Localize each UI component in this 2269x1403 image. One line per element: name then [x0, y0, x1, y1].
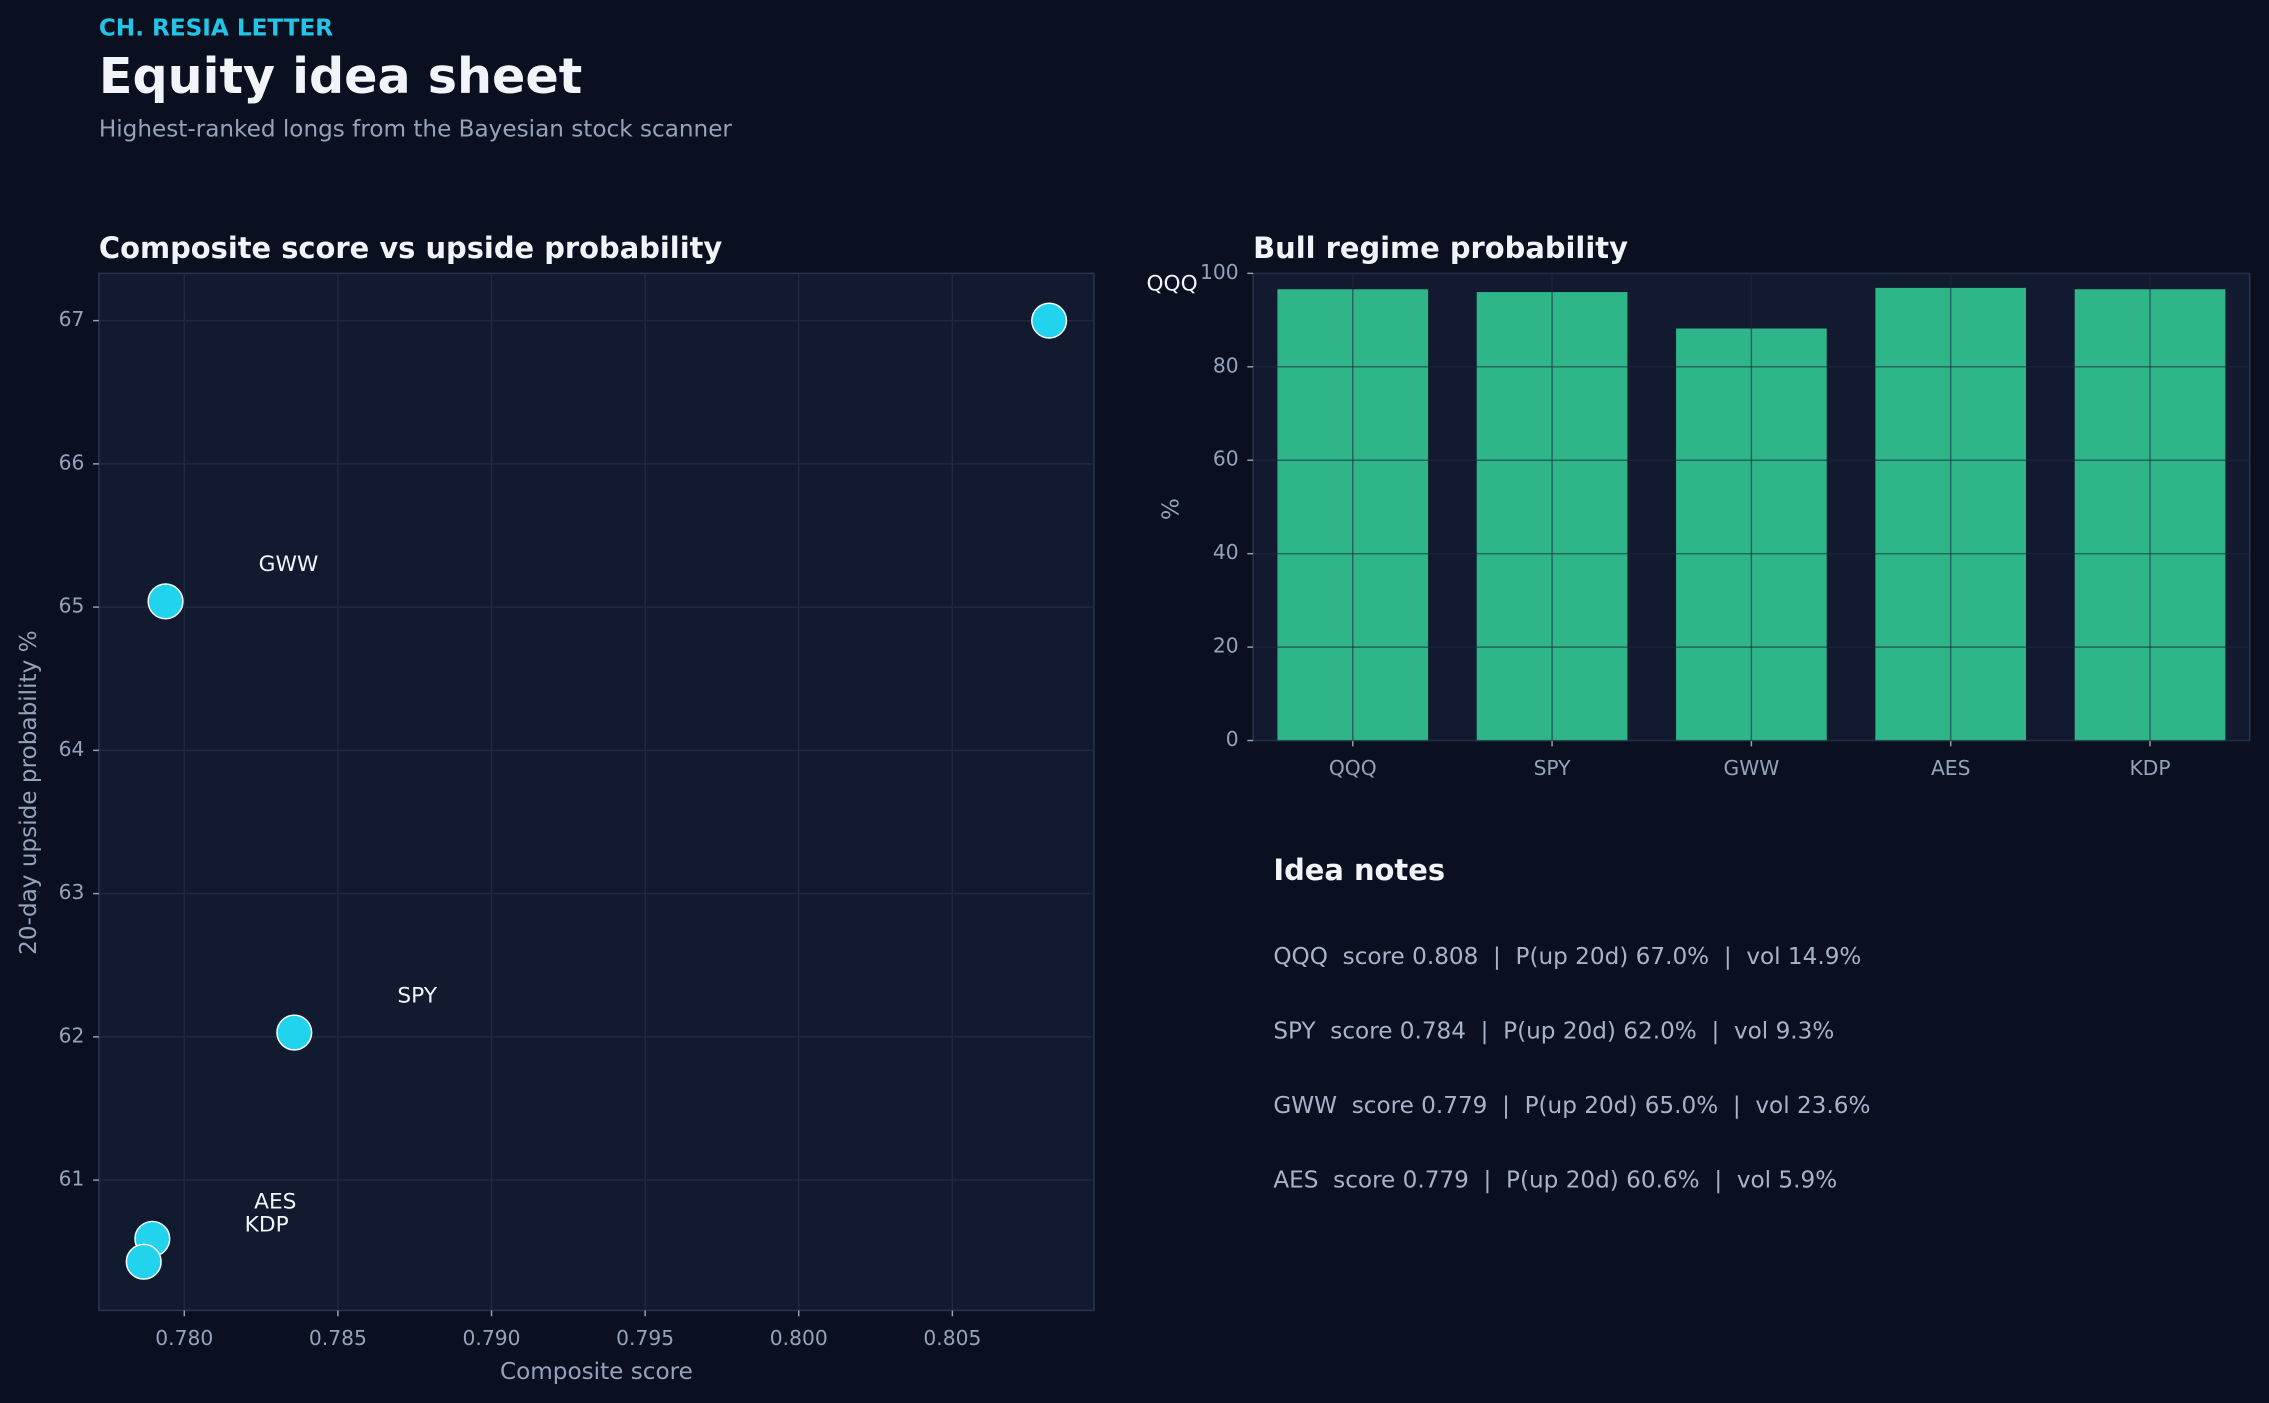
x-tick-label: KDP — [2129, 756, 2170, 780]
y-tick-label: 65 — [59, 594, 85, 618]
chart-title: Composite score vs upside probability — [99, 231, 723, 265]
y-tick-label: 0 — [1226, 727, 1239, 751]
x-tick-label: 0.800 — [770, 1326, 828, 1350]
x-axis-label: Composite score — [500, 1359, 693, 1385]
y-tick-label: 66 — [59, 450, 85, 474]
x-tick-label: 0.785 — [309, 1326, 367, 1350]
y-tick-label: 63 — [59, 880, 85, 904]
x-tick-label: AES — [1931, 756, 1970, 780]
notes-title: Idea notes — [1273, 853, 1445, 887]
x-tick-label: 0.795 — [616, 1326, 674, 1350]
x-tick-label: SPY — [1534, 756, 1572, 780]
y-tick-label: 67 — [59, 307, 85, 331]
note-line: GWW score 0.779 | P(up 20d) 65.0% | vol … — [1273, 1093, 1870, 1119]
y-tick-label: 40 — [1213, 540, 1239, 564]
y-tick-label: 61 — [59, 1167, 85, 1191]
x-tick-label: GWW — [1724, 756, 1780, 780]
kicker: CH. RESIA LETTER — [99, 15, 333, 41]
y-axis-label: 20-day upside probability % — [16, 630, 42, 954]
x-tick-label: QQQ — [1329, 756, 1377, 780]
point-label: AES — [254, 1190, 296, 1215]
x-tick-label: 0.790 — [463, 1326, 521, 1350]
y-tick-label: 62 — [59, 1023, 85, 1047]
point-label: QQQ — [1146, 271, 1197, 296]
point — [1031, 302, 1068, 339]
plot-area — [98, 272, 1095, 1312]
x-tick-label: 0.780 — [155, 1326, 213, 1350]
note-line: SPY score 0.784 | P(up 20d) 62.0% | vol … — [1273, 1019, 1834, 1045]
y-tick-label: 80 — [1213, 353, 1239, 377]
point-label: SPY — [397, 983, 437, 1008]
page-subtitle: Highest-ranked longs from the Bayesian s… — [99, 117, 733, 143]
chart-title: Bull regime probability — [1253, 231, 1628, 265]
note-line: AES score 0.779 | P(up 20d) 60.6% | vol … — [1273, 1167, 1837, 1193]
point — [276, 1014, 313, 1051]
page-title: Equity idea sheet — [99, 47, 582, 105]
y-tick-label: 64 — [59, 737, 85, 761]
point — [125, 1243, 162, 1280]
x-tick-label: 0.805 — [923, 1326, 981, 1350]
y-tick-label: 100 — [1200, 260, 1239, 284]
point-label: KDP — [245, 1213, 289, 1238]
y-axis-label: % — [1159, 498, 1185, 520]
point — [147, 583, 184, 620]
note-line: QQQ score 0.808 | P(up 20d) 67.0% | vol … — [1273, 944, 1861, 970]
y-tick-label: 60 — [1213, 447, 1239, 471]
y-tick-label: 20 — [1213, 634, 1239, 658]
point-label: GWW — [259, 552, 319, 577]
